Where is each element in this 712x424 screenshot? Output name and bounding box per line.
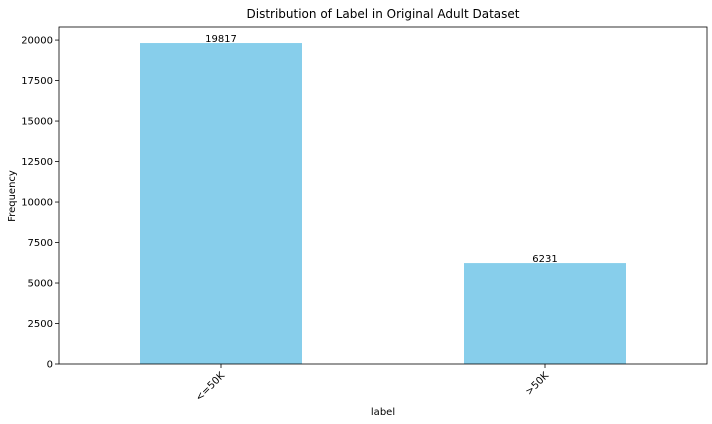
y-tick-label-8: 20000 xyxy=(21,36,53,47)
plot-area: 19817 <=50K 6231 >50K 0 2500 5000 7500 10000 1250… xyxy=(21,26,708,404)
y-axis-label: Frequency xyxy=(7,170,18,222)
x-tick-label-1: >50K xyxy=(524,370,552,398)
bar-0 xyxy=(140,43,302,364)
y-tick-label-5: 12500 xyxy=(21,157,53,168)
axes-frame xyxy=(58,26,708,365)
y-tick-label-6: 15000 xyxy=(21,117,53,128)
y-tick-label-2: 5000 xyxy=(28,279,53,290)
y-tick-label-4: 10000 xyxy=(21,198,53,209)
data-label-1: 6231 xyxy=(532,254,557,265)
y-tick-label-1: 2500 xyxy=(28,319,53,330)
x-tick-label-0: <=50K xyxy=(194,370,228,404)
x-axis-label: label xyxy=(371,407,395,418)
y-tick-label-3: 7500 xyxy=(28,238,53,249)
chart-title: Distribution of Label in Original Adult … xyxy=(247,7,520,21)
y-tick-label-0: 0 xyxy=(47,360,53,371)
y-tick-label-7: 17500 xyxy=(21,76,53,87)
data-label-0: 19817 xyxy=(205,34,237,45)
bar-1 xyxy=(464,263,626,364)
